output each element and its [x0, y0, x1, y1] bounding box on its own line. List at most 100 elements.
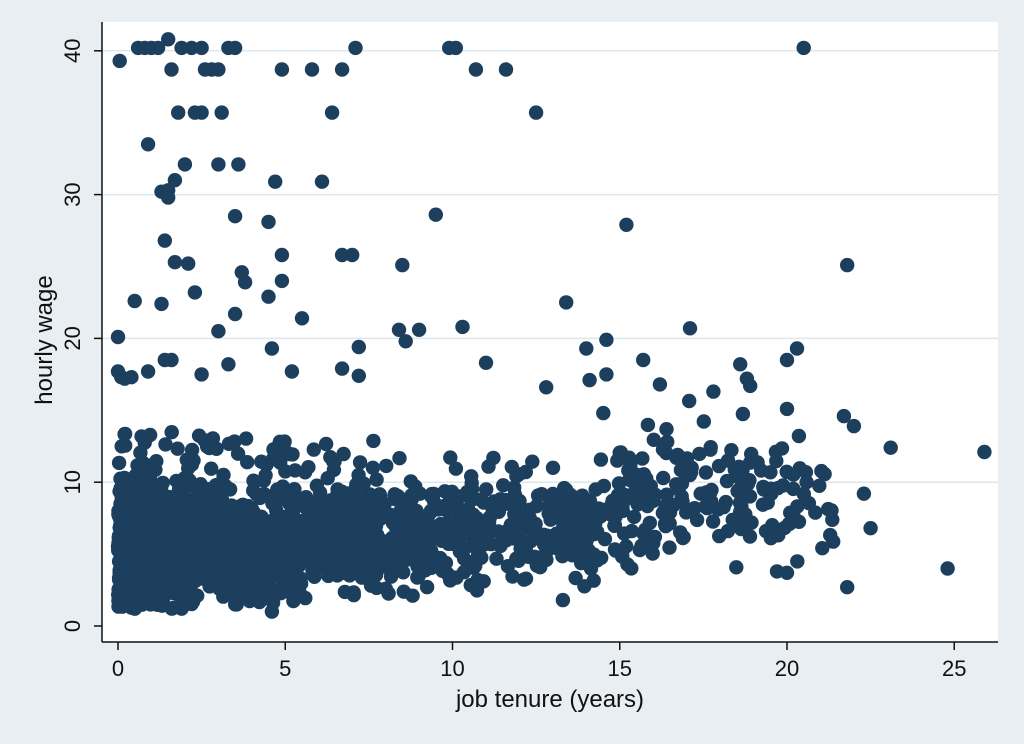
data-point-707	[173, 486, 188, 501]
data-point-989	[201, 482, 217, 497]
data-point-1516	[346, 585, 361, 600]
data-point-367	[113, 549, 128, 564]
data-point-1947	[689, 512, 705, 528]
data-point-2140	[539, 380, 554, 395]
data-point-2143	[652, 377, 668, 392]
data-point-2128	[636, 352, 651, 368]
data-point-1990	[729, 560, 744, 575]
data-point-1459	[381, 586, 396, 601]
data-point-1071	[258, 468, 273, 483]
data-point-2044	[812, 478, 827, 493]
data-point-2054	[150, 40, 166, 56]
data-point-1676	[419, 525, 434, 541]
data-point-1169	[274, 533, 289, 548]
data-point-1506	[356, 476, 371, 491]
data-point-2018	[815, 541, 830, 556]
data-point-2085	[268, 174, 283, 189]
y-tick-label-0: 0	[60, 620, 85, 632]
data-point-2092	[261, 214, 276, 230]
data-point-2090	[227, 209, 243, 224]
data-point-1189	[250, 561, 265, 576]
data-point-1505	[358, 489, 374, 504]
data-point-1984	[679, 451, 695, 466]
data-point-1995	[669, 477, 684, 492]
data-point-2065	[164, 62, 179, 77]
data-point-1703	[479, 482, 494, 497]
data-point-2047	[786, 467, 801, 482]
data-point-1930	[623, 490, 639, 506]
data-point-2043	[799, 475, 814, 490]
data-point-1972	[666, 497, 681, 513]
data-point-1305	[306, 442, 321, 457]
data-point-708	[176, 516, 191, 531]
data-point-2002	[732, 481, 748, 496]
data-point-2120	[351, 339, 366, 355]
data-point-844	[230, 446, 246, 461]
data-point-2112	[211, 324, 226, 339]
data-point-1199	[264, 556, 280, 572]
data-point-1759	[486, 494, 502, 509]
data-point-2076	[194, 105, 209, 120]
data-point-1955	[719, 473, 735, 489]
data-point-1854	[574, 555, 589, 571]
data-point-2003	[711, 458, 727, 474]
data-point-1986	[704, 482, 719, 498]
data-point-1920	[657, 516, 673, 532]
data-point-987	[225, 542, 240, 557]
data-point-1907	[647, 529, 663, 545]
data-point-210	[117, 426, 133, 442]
data-point-2137	[284, 364, 300, 379]
data-point-2110	[227, 306, 243, 322]
data-point-2121	[398, 334, 413, 349]
data-point-684	[154, 519, 169, 534]
data-point-1996	[735, 406, 751, 422]
data-point-2049	[771, 528, 786, 543]
data-point-2134	[124, 370, 139, 385]
data-point-2093	[619, 217, 634, 232]
data-point-1337	[318, 436, 334, 452]
data-point-1193	[254, 531, 269, 547]
data-point-1892	[611, 476, 627, 491]
data-point-1914	[636, 526, 651, 541]
data-point-2069	[274, 62, 290, 77]
data-point-1998	[669, 450, 684, 465]
data-point-2097	[345, 247, 360, 263]
data-point-2096	[334, 247, 350, 263]
data-point-1882	[596, 405, 611, 421]
data-point-1657	[412, 486, 428, 501]
data-point-1514	[348, 539, 363, 554]
data-point-2105	[187, 285, 203, 300]
data-point-1751	[518, 571, 534, 586]
y-tick-label-30: 30	[60, 182, 85, 206]
data-point-1529	[370, 510, 386, 525]
data-point-1536	[393, 504, 408, 520]
data-point-2118	[599, 332, 614, 347]
data-point-1673	[424, 486, 439, 502]
data-point-2026	[824, 503, 839, 518]
data-point-1840	[586, 547, 602, 562]
data-point-1599	[464, 469, 479, 484]
data-point-1533	[386, 540, 402, 556]
data-point-1271	[297, 465, 313, 480]
data-point-988	[220, 523, 235, 538]
data-point-1817	[545, 460, 561, 475]
data-point-1872	[640, 417, 656, 433]
data-point-374	[122, 596, 137, 611]
data-point-892	[222, 482, 238, 497]
data-point-942	[238, 431, 254, 446]
data-point-1528	[365, 567, 380, 582]
x-tick-label-20: 20	[775, 656, 799, 681]
data-point-2142	[599, 367, 614, 382]
data-point-1760	[493, 537, 508, 552]
data-point-1762	[509, 522, 524, 537]
data-point-2147	[779, 401, 795, 417]
data-point-1967	[742, 489, 758, 504]
data-point-2154	[863, 521, 878, 536]
data-point-1934	[615, 499, 630, 515]
data-point-1534	[369, 472, 384, 487]
data-point-2023	[817, 466, 832, 482]
data-point-2155	[856, 486, 872, 501]
data-point-1359	[298, 534, 313, 549]
data-point-1515	[346, 522, 361, 537]
data-point-2091	[428, 207, 443, 222]
